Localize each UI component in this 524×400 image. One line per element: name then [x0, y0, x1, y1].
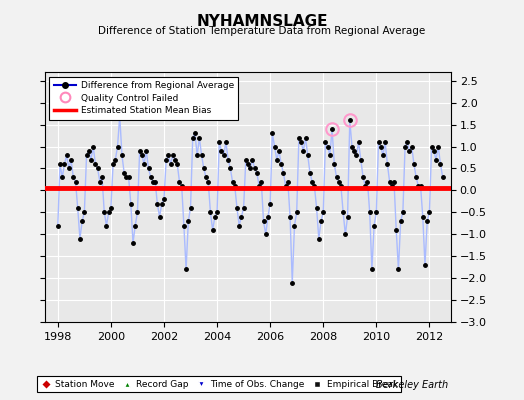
Text: Berkeley Earth: Berkeley Earth — [376, 380, 448, 390]
Legend: Station Move, Record Gap, Time of Obs. Change, Empirical Break: Station Move, Record Gap, Time of Obs. C… — [37, 376, 401, 392]
Text: NYHAMNSLAGE: NYHAMNSLAGE — [196, 14, 328, 29]
Text: Difference of Station Temperature Data from Regional Average: Difference of Station Temperature Data f… — [99, 26, 425, 36]
